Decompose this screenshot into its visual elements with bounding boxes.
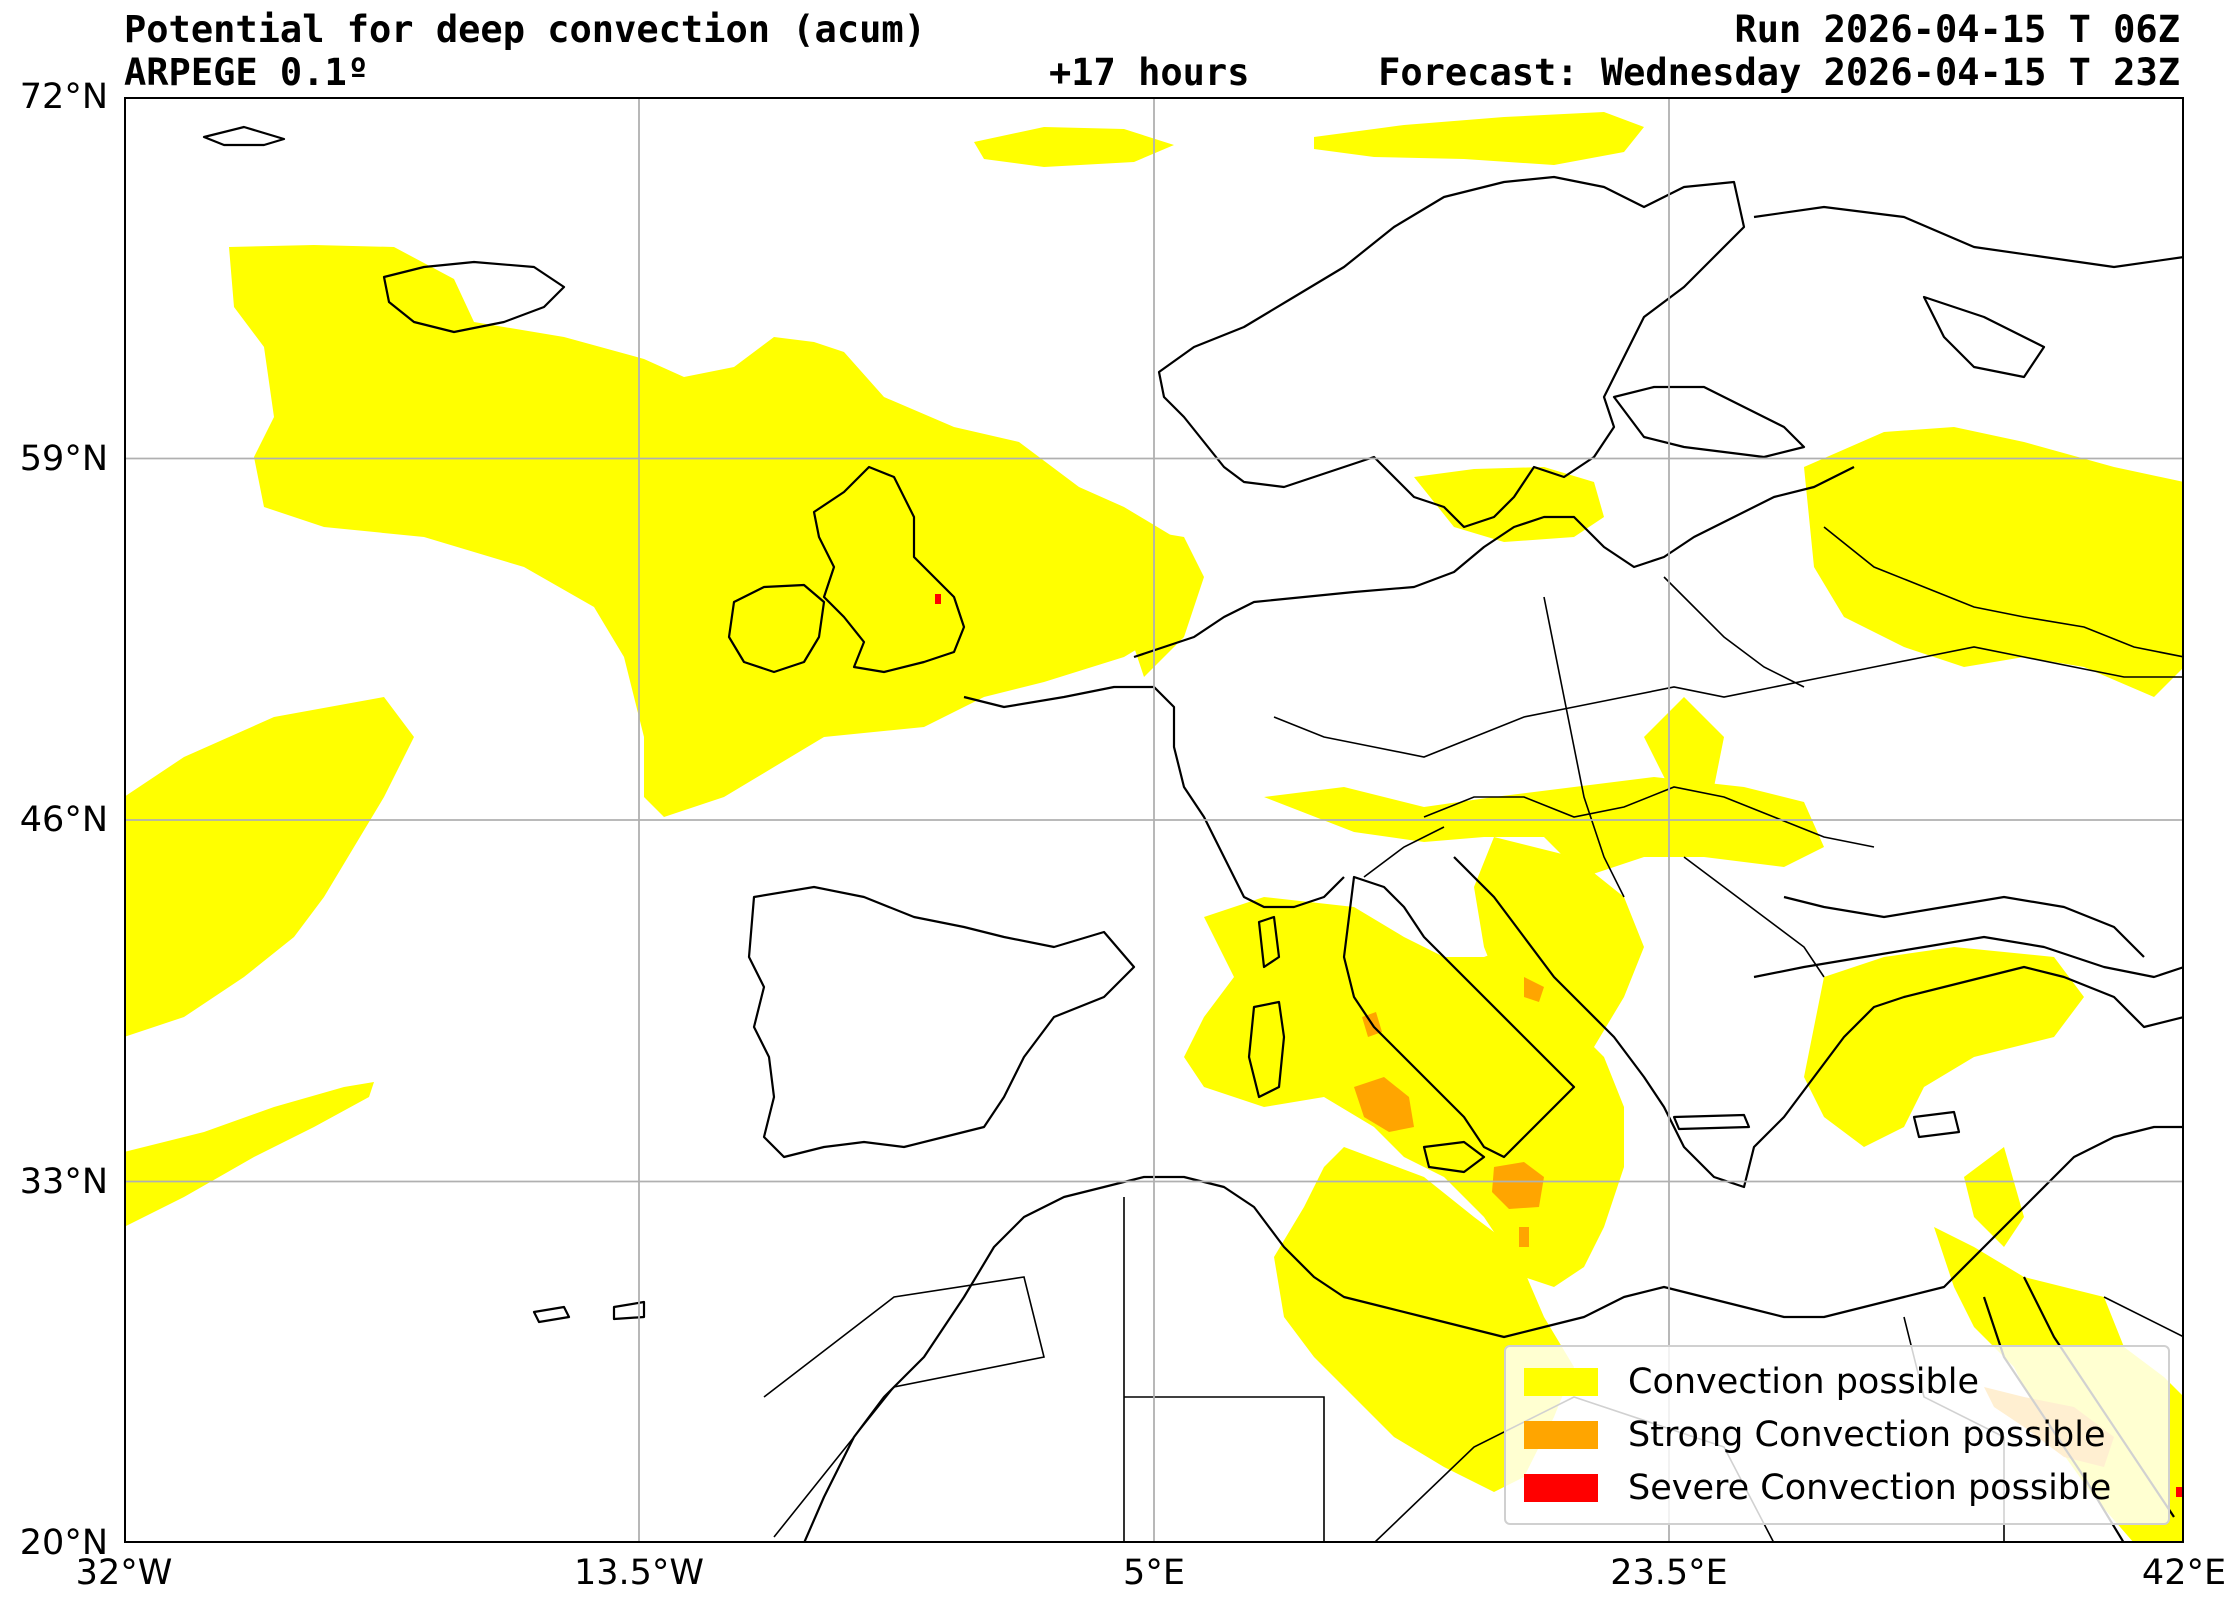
ireland-coast	[727, 583, 826, 674]
strong-libya	[1519, 1227, 1529, 1247]
border-1	[1273, 646, 2184, 758]
russia-north-coast	[1753, 205, 2184, 269]
finland-coast	[1612, 385, 1806, 459]
iceland-coast	[382, 260, 566, 334]
severe-england	[935, 594, 941, 604]
border-2	[1423, 786, 1875, 848]
y-tick-72n: 72°N	[19, 77, 108, 117]
gridlines	[124, 97, 2184, 1543]
x-tick-42e: 42°E	[2141, 1553, 2227, 1593]
strong-italy-1	[1354, 1077, 1414, 1132]
strong-ionian	[1492, 1162, 1544, 1209]
mediterranean-central-area	[1274, 1147, 1574, 1492]
convection-map	[124, 97, 2184, 1543]
legend-item-severe: Severe Convection possible	[1524, 1463, 2111, 1513]
ukraine-area	[1644, 697, 1724, 797]
border-7	[763, 1276, 1045, 1538]
map-title: Potential for deep convection (acum)	[124, 8, 926, 51]
legend-item-convection: Convection possible	[1524, 1357, 1979, 1407]
atlantic-sw-area-1	[124, 697, 414, 1037]
severe-arabia	[2176, 1487, 2182, 1497]
canaries-coast	[532, 1300, 646, 1324]
greenland-coast	[202, 125, 286, 147]
legend-item-strong: Strong Convection possible	[1524, 1410, 2106, 1460]
corsia-coast	[1257, 915, 1281, 969]
x-tick-5e: 5°E	[1123, 1553, 1185, 1593]
forecast-label: Forecast: Wednesday 2026-04-15 T 23Z	[1378, 51, 2180, 94]
x-tick-13-5w: 13.5°W	[573, 1553, 705, 1593]
barents-area	[1314, 112, 1644, 165]
strong-balkan	[1524, 977, 1544, 1002]
iberia-coast	[747, 885, 1136, 1159]
x-tick-32w: 32°W	[75, 1553, 173, 1593]
mainland-coast	[1133, 466, 1855, 659]
turkey-area	[1804, 947, 2084, 1147]
france-coast	[963, 685, 1345, 909]
map-frame	[124, 97, 2184, 1543]
italy-coast	[1342, 875, 1576, 1159]
legend-swatch-severe	[1524, 1474, 1598, 1502]
legend-swatch-strong	[1524, 1421, 1598, 1449]
lead-time-label: +17 hours	[1049, 51, 1250, 94]
model-label: ARPEGE 0.1º	[124, 51, 370, 94]
y-tick-20n: 20°N	[19, 1523, 108, 1563]
north-africa-coast	[802, 1125, 2184, 1543]
border-5	[1363, 826, 1445, 878]
run-label: Run 2026-04-15 T 06Z	[1734, 8, 2180, 51]
norway-sea-area	[974, 127, 1174, 167]
atlantic-sw-area-2	[124, 1082, 374, 1227]
y-tick-46n: 46°N	[19, 800, 108, 840]
white-sea-coast	[1922, 295, 2046, 379]
border-3	[1543, 596, 1625, 898]
border-9	[1683, 856, 1825, 978]
balkan-coast	[1453, 856, 2184, 1189]
legend-swatch-convection	[1524, 1368, 1598, 1396]
coastlines	[202, 125, 2184, 1543]
legend: Convection possible Strong Convection po…	[1504, 1345, 2170, 1525]
y-tick-59n: 59°N	[19, 439, 108, 479]
atlantic-north-area	[229, 245, 1194, 817]
central-europe-area	[1264, 777, 1824, 877]
black-sea-coast	[1753, 895, 2184, 979]
britain-coast	[812, 465, 966, 674]
sicily-coast	[1422, 1140, 1486, 1174]
y-tick-33n: 33°N	[19, 1162, 108, 1202]
legend-label-severe: Severe Convection possible	[1628, 1468, 2112, 1508]
sardinia-coast	[1247, 1000, 1286, 1099]
legend-label-strong: Strong Convection possible	[1628, 1415, 2106, 1455]
border-10	[1663, 576, 1805, 688]
severe-convection-areas	[935, 594, 2182, 1497]
cyprus-coast	[1912, 1110, 1961, 1139]
scandinavia-coast	[1157, 175, 1746, 529]
border-4	[1823, 526, 2184, 658]
northsea-area	[1124, 527, 1204, 677]
legend-label-convection: Convection possible	[1628, 1362, 1979, 1402]
borders	[763, 526, 2184, 1543]
crete-coast	[1672, 1113, 1751, 1131]
x-tick-23-5e: 23.5°E	[1610, 1553, 1728, 1593]
